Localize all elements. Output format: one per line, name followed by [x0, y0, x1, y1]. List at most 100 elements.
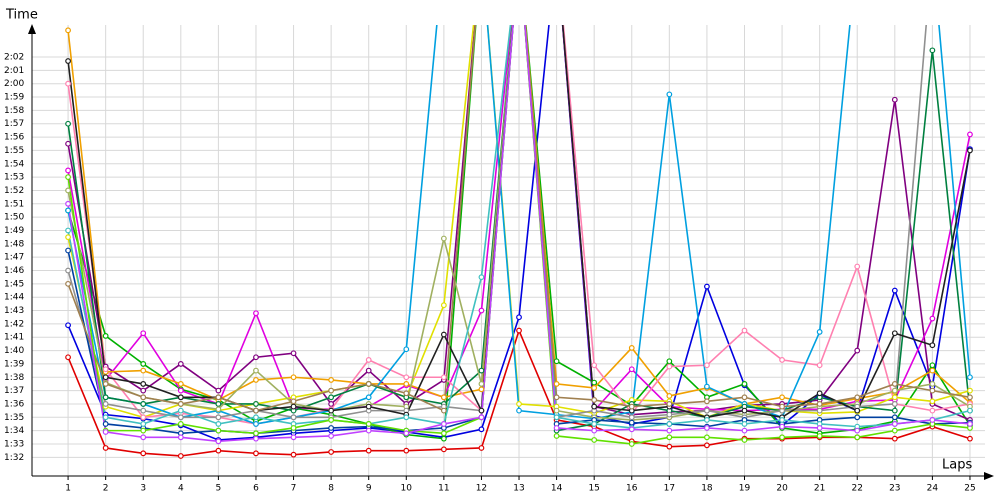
data-point	[328, 394, 335, 401]
data-point	[65, 187, 71, 194]
data-point	[290, 398, 297, 405]
data-point	[365, 367, 372, 374]
data-point	[628, 419, 635, 426]
data-point	[553, 381, 560, 387]
data-point	[177, 414, 184, 421]
data-point	[215, 387, 222, 394]
data-point	[253, 367, 259, 374]
data-point	[779, 357, 785, 363]
data-point	[628, 345, 635, 351]
data-point	[215, 406, 222, 413]
data-point	[290, 403, 297, 410]
data-point	[215, 438, 222, 445]
data-point	[102, 414, 109, 421]
data-point	[816, 401, 823, 407]
data-point	[929, 315, 936, 322]
data-point	[215, 427, 222, 434]
data-point	[666, 363, 673, 370]
data-point	[140, 330, 147, 337]
y-tick-label: 1:47	[4, 253, 24, 263]
data-point	[929, 398, 936, 405]
data-point	[440, 430, 447, 437]
data-point	[854, 414, 861, 421]
x-tick-label: 1	[65, 484, 71, 494]
data-point	[328, 387, 335, 394]
data-point	[553, 425, 560, 431]
data-point	[704, 383, 710, 390]
data-point	[666, 427, 673, 434]
data-point	[741, 421, 748, 427]
x-tick-label: 15	[588, 484, 599, 494]
data-point	[779, 394, 785, 401]
y-tick-label: 1:51	[4, 199, 24, 209]
data-point	[478, 381, 485, 387]
data-point	[704, 417, 710, 423]
data-point	[553, 394, 560, 401]
data-point	[140, 394, 147, 401]
data-point	[704, 362, 710, 369]
data-point	[478, 307, 485, 314]
data-point	[929, 417, 936, 423]
data-point	[741, 427, 748, 434]
data-point	[967, 387, 973, 394]
data-point	[704, 425, 710, 431]
data-point	[478, 445, 485, 451]
data-point	[440, 446, 447, 453]
x-tick-label: 17	[664, 484, 675, 494]
data-point	[967, 421, 973, 427]
y-tick-label: 1:34	[4, 426, 24, 436]
data-point	[929, 367, 936, 374]
data-point	[478, 407, 485, 414]
x-tick-label: 3	[140, 484, 146, 494]
data-point	[328, 449, 335, 455]
x-tick-label: 4	[178, 484, 184, 494]
x-tick-label: 18	[701, 484, 713, 494]
data-point	[666, 411, 673, 418]
y-tick-label: 1:53	[4, 173, 24, 183]
y-axis-label: Time	[5, 8, 38, 23]
data-point	[628, 403, 635, 410]
data-point	[628, 441, 635, 447]
data-point	[102, 429, 109, 435]
data-point	[290, 434, 297, 441]
data-point	[591, 379, 598, 386]
data-point	[440, 407, 447, 414]
data-point	[403, 390, 410, 397]
data-point	[65, 234, 71, 241]
data-point	[440, 331, 447, 338]
data-point	[403, 346, 410, 353]
y-tick-label: 1:49	[4, 226, 24, 236]
data-point	[891, 414, 898, 421]
data-point	[854, 407, 861, 414]
data-point	[215, 421, 222, 427]
data-point	[102, 381, 109, 387]
data-point	[666, 434, 673, 441]
data-point	[628, 414, 635, 421]
data-point	[891, 427, 898, 434]
x-tick-label: 14	[551, 484, 563, 494]
data-point	[816, 425, 823, 431]
data-point	[929, 387, 936, 394]
data-point	[403, 430, 410, 437]
data-point	[591, 437, 598, 443]
data-point	[253, 377, 259, 383]
x-tick-label: 23	[889, 484, 900, 494]
data-point	[816, 407, 823, 414]
data-point	[891, 407, 898, 414]
data-point	[891, 421, 898, 427]
data-point	[403, 447, 410, 454]
data-point	[854, 394, 861, 401]
y-tick-label: 1:42	[4, 319, 24, 329]
y-tick-label: 1:54	[4, 159, 24, 169]
data-point	[516, 401, 522, 407]
data-point	[478, 367, 485, 374]
x-tick-label: 24	[927, 484, 939, 494]
data-point	[140, 361, 147, 367]
data-point	[102, 445, 109, 451]
data-point	[854, 347, 861, 354]
data-point	[440, 235, 447, 242]
x-tick-label: 16	[626, 484, 638, 494]
data-point	[816, 433, 823, 439]
data-point	[967, 394, 973, 401]
